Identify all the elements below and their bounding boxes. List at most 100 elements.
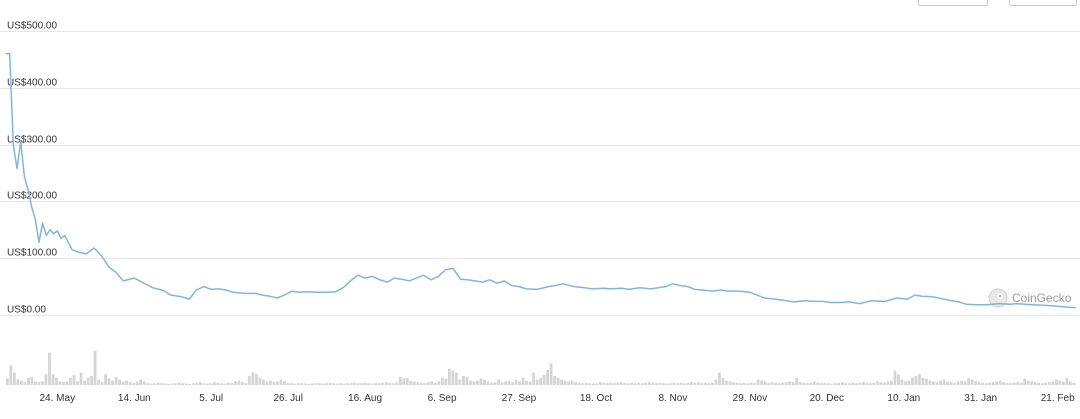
volume-bar [1016, 382, 1020, 385]
volume-bar [135, 381, 139, 385]
volume-bar [434, 382, 437, 385]
volume-bar [1026, 380, 1030, 385]
volume-bar [395, 382, 399, 385]
volume-bar [472, 381, 476, 385]
volume-bar [283, 381, 286, 385]
volume-bar [700, 383, 704, 385]
volume-bar [605, 383, 609, 385]
volume-bar [728, 381, 732, 385]
volume-bar [16, 379, 20, 385]
volume-bar [640, 383, 644, 385]
volume-bar [13, 372, 16, 385]
volume-bar [851, 382, 855, 385]
export-button[interactable] [1009, 0, 1077, 6]
volume-bar [819, 383, 823, 385]
volume-bar [223, 383, 227, 385]
volume-bar [735, 382, 739, 385]
volume-bar [988, 382, 992, 385]
volume-bar [191, 383, 195, 385]
volume-bar [402, 378, 406, 385]
volume-bar [314, 383, 318, 385]
volume-bar [1054, 379, 1058, 385]
volume-bar [1072, 382, 1076, 385]
volume-bar [830, 383, 834, 385]
volume-bar [960, 380, 963, 385]
volume-bar [718, 372, 721, 385]
volume-bar [949, 382, 953, 385]
volume-bar [900, 379, 904, 385]
x-tick-label: 20. Dec [810, 393, 844, 404]
volume-bar [854, 383, 858, 385]
y-grid-lines [0, 31, 1080, 316]
volume-bar [128, 382, 132, 385]
volume-bar [539, 377, 542, 385]
volume-bar [795, 377, 799, 385]
volume-bar [153, 383, 157, 385]
volume-bar [293, 383, 297, 385]
volume-bar [448, 368, 451, 385]
volume-bar [377, 383, 381, 385]
x-axis-tick-labels: 24. May 14. Jun 5. Jul 26. Jul 16. Aug 6. Sep… [40, 393, 1076, 404]
volume-bar [41, 381, 44, 385]
y-tick-label: US$100.00 [7, 248, 57, 259]
volume-bar [262, 379, 265, 385]
volume-bar [595, 383, 599, 385]
volume-bar [241, 382, 244, 385]
volume-bar [840, 382, 844, 385]
volume-bar [23, 382, 27, 385]
volume-bar [967, 377, 970, 385]
volume-bar [669, 383, 672, 385]
volume-bar [79, 372, 83, 385]
volume-bar [44, 374, 48, 385]
volume-bar [546, 369, 549, 385]
volume-bar [55, 377, 58, 385]
volume-bar [883, 382, 886, 385]
volume-bar [756, 379, 760, 385]
volume-bar [325, 383, 328, 385]
volume-bar [658, 382, 662, 385]
volume-bar [826, 383, 830, 385]
volume-bar [805, 383, 809, 385]
volume-bar [311, 383, 314, 385]
volume-bar [847, 383, 851, 385]
x-tick-label: 26. Jul [273, 393, 302, 404]
volume-bar [886, 381, 890, 385]
volume-bar [76, 381, 79, 385]
volume-bar [367, 383, 371, 385]
volume-bar [921, 377, 925, 385]
volume-bar [928, 380, 932, 385]
date-range-button[interactable] [918, 0, 988, 6]
volume-bar [865, 382, 869, 385]
volume-bar [518, 381, 521, 385]
volume-bar [205, 383, 209, 385]
x-tick-label: 31. Jan [964, 393, 997, 404]
volume-bar [591, 383, 595, 385]
volume-bar [107, 378, 111, 385]
volume-bar [648, 382, 651, 385]
volume-bar [911, 377, 914, 385]
volume-bar [612, 383, 616, 385]
volume-bar [626, 383, 630, 385]
volume-bar [981, 382, 984, 385]
volume-bar [998, 380, 1002, 385]
y-tick-label: US$500.00 [7, 21, 57, 32]
volume-bar [276, 381, 279, 385]
volume-bar [20, 380, 23, 385]
volume-bar [265, 381, 269, 385]
volume-bar [1047, 382, 1051, 385]
volume-bar [616, 382, 620, 385]
volume-bar [1068, 381, 1072, 385]
volume-bar [356, 383, 360, 385]
volume-bar [672, 382, 676, 385]
volume-bar [560, 379, 564, 385]
volume-bar [255, 374, 258, 385]
volume-bar [872, 382, 876, 385]
volume-bar [423, 383, 427, 385]
volume-bar [328, 382, 332, 385]
volume-bar [991, 382, 995, 385]
volume-bar [342, 383, 346, 385]
volume-bar [1012, 382, 1016, 385]
volume-bar [584, 382, 588, 385]
volume-bar [570, 380, 574, 385]
x-tick-label: 16. Aug [348, 393, 382, 404]
